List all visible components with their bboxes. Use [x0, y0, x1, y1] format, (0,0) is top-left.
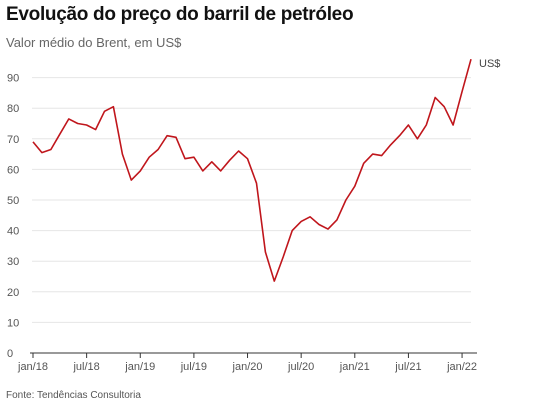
- y-tick-label: 20: [7, 287, 19, 299]
- x-axis-ticks: jan/18 jul/18 jan/19 jul/19 jan/20 jul/20 jan/…: [17, 353, 477, 373]
- x-tick-label: jan/20: [232, 361, 263, 373]
- y-tick-label: 70: [7, 134, 19, 146]
- y-tick-label: 50: [7, 195, 19, 207]
- y-tick-label: 80: [7, 103, 19, 115]
- gridlines: [32, 77, 471, 323]
- x-tick-label: jul/19: [180, 361, 207, 373]
- y-tick-label: 0: [7, 348, 13, 360]
- y-tick-label: 40: [7, 226, 19, 238]
- x-tick-label: jan/19: [124, 361, 155, 373]
- source-note: Fonte: Tendências Consultoria: [6, 390, 141, 401]
- x-tick-label: jan/18: [17, 361, 48, 373]
- x-tick-label: jul/21: [394, 361, 421, 373]
- y-tick-label: 60: [7, 164, 19, 176]
- y-tick-label: 10: [7, 317, 19, 329]
- x-tick-label: jan/22: [446, 361, 477, 373]
- chart-subtitle: Valor médio do Brent, em US$: [6, 35, 182, 50]
- y-tick-label: 30: [7, 256, 19, 268]
- y-tick-label: 90: [7, 73, 19, 85]
- brent-price-line: [32, 58, 472, 282]
- y-axis-ticks: 0 10 20 30 40 50 60 70 80 90: [7, 73, 19, 360]
- x-tick-label: jul/20: [287, 361, 314, 373]
- unit-label: US$: [479, 58, 500, 70]
- x-tick-label: jan/21: [339, 361, 370, 373]
- x-tick-label: jul/18: [72, 361, 99, 373]
- line-chart: 0 10 20 30 40 50 60 70 80 90 jan/18 jul/18 jan/19 ju…: [7, 58, 500, 373]
- chart-title: Evolução do preço do barril de petróleo: [6, 4, 354, 25]
